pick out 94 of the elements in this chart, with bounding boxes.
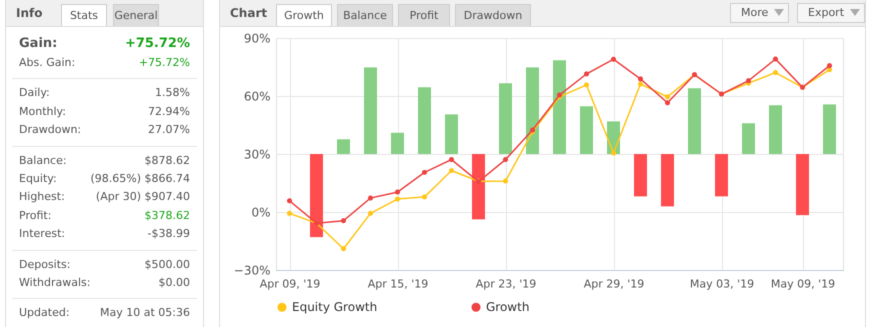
text: General — [113, 4, 159, 26]
point — [772, 56, 778, 62]
bar — [310, 154, 323, 238]
text: +75.72% — [124, 36, 190, 51]
text: $378.62 — [144, 208, 190, 222]
point — [584, 71, 590, 77]
text: Drawdown: — [19, 123, 82, 136]
point — [368, 210, 374, 216]
text: Drawdown — [455, 4, 531, 26]
bar — [796, 154, 809, 216]
y-tick-label: 90% — [244, 32, 270, 46]
text: Updated: — [19, 306, 70, 320]
text: $500.00 — [144, 258, 190, 271]
bar — [661, 154, 674, 206]
point — [394, 196, 400, 202]
point — [340, 246, 346, 252]
bar — [634, 154, 647, 196]
point — [502, 178, 508, 184]
bar — [580, 106, 593, 154]
x-tick-label: Apr 23, '19 — [476, 278, 536, 290]
point — [772, 70, 778, 76]
y-tick-label: −30% — [234, 264, 270, 278]
text: Monthly: — [19, 104, 66, 118]
point — [826, 63, 832, 68]
point — [422, 194, 428, 200]
bar — [337, 139, 350, 154]
text: Profit: — [19, 208, 52, 222]
text: Highest: — [19, 190, 65, 204]
point — [394, 190, 400, 195]
text: Balance: — [19, 154, 67, 167]
text: Gain: — [19, 36, 58, 51]
point — [664, 94, 670, 100]
text: Equity: — [19, 172, 57, 185]
x-tick-label: May 03, '19 — [690, 278, 754, 290]
text: Growth — [276, 4, 332, 26]
point — [286, 210, 292, 216]
x-tick-label: Apr 29, '19 — [584, 278, 644, 290]
text: Interest: — [19, 227, 66, 240]
text: 27.07% — [148, 123, 190, 136]
text: $0.00 — [158, 276, 190, 289]
text: More — [741, 6, 768, 19]
bar — [499, 83, 512, 154]
text: Export — [808, 6, 844, 19]
bar — [823, 104, 836, 154]
text: Profit — [398, 4, 450, 26]
bar — [445, 114, 458, 154]
point — [502, 157, 508, 162]
point — [340, 218, 346, 224]
x-tick-label: Apr 15, '19 — [368, 278, 428, 290]
text: May 10 at 05:36 — [100, 306, 190, 320]
point — [448, 157, 454, 162]
text: Balance — [337, 4, 393, 26]
text: Stats — [61, 4, 107, 26]
point — [368, 196, 374, 201]
point — [610, 56, 616, 62]
point — [286, 198, 292, 204]
point — [422, 170, 428, 175]
text: 72.94% — [148, 104, 190, 118]
bar — [553, 60, 566, 154]
bar — [364, 67, 377, 154]
bar — [688, 88, 701, 154]
point — [584, 82, 590, 88]
text: +75.72% — [138, 56, 190, 69]
legend-label: Growth — [486, 300, 530, 314]
point — [664, 100, 670, 106]
text: Info — [16, 6, 42, 20]
legend-label: Equity Growth — [292, 300, 378, 314]
x-tick-label: May 09, '19 — [770, 278, 836, 290]
bar — [526, 67, 539, 154]
x-tick-label: Apr 09, '19 — [260, 278, 320, 290]
text: Daily: — [19, 86, 50, 100]
text: (Apr 30) $907.40 — [96, 190, 190, 204]
text: $878.62 — [144, 154, 190, 167]
text: Withdrawals: — [19, 276, 90, 289]
y-tick-label: 30% — [244, 148, 270, 162]
point — [448, 168, 454, 174]
text: Deposits: — [19, 258, 70, 271]
y-tick-label: 0% — [251, 206, 270, 220]
text: -$38.99 — [148, 227, 190, 240]
bar — [391, 132, 404, 154]
point — [638, 76, 644, 82]
bar — [742, 123, 755, 154]
text: 1.58% — [155, 86, 190, 100]
point — [746, 78, 752, 84]
text: (98.65%) $866.74 — [90, 172, 190, 185]
bar — [769, 105, 782, 154]
bar — [418, 87, 431, 154]
point — [610, 150, 616, 156]
y-tick-label: 60% — [244, 90, 270, 104]
chart-title: Chart — [230, 6, 268, 20]
bar — [472, 154, 485, 220]
bar — [715, 154, 728, 196]
text: Abs. Gain: — [19, 56, 76, 69]
point — [638, 81, 644, 87]
